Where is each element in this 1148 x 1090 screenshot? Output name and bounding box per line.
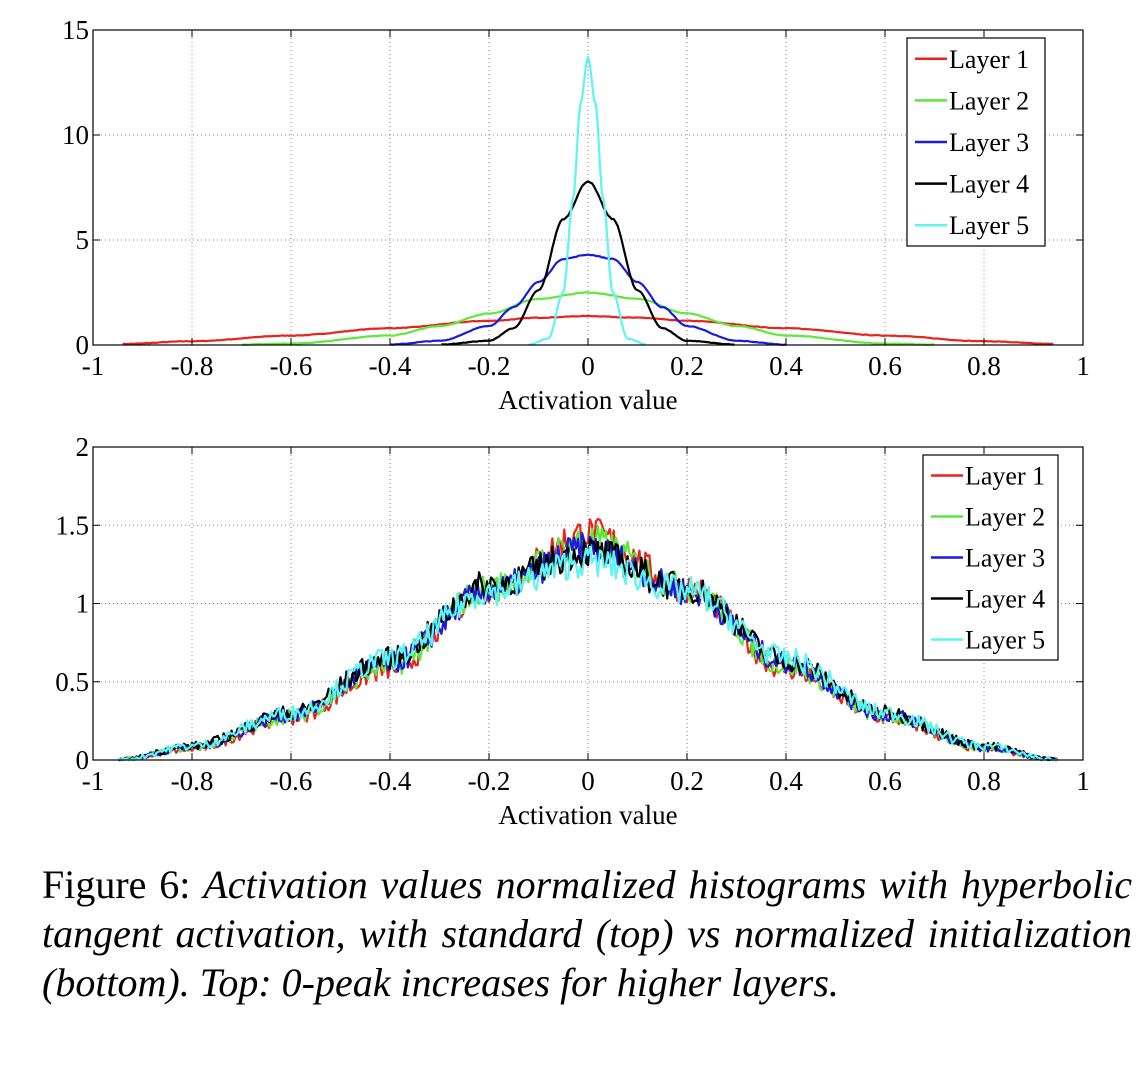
- legend-label-layer-5: Layer 5: [965, 626, 1045, 655]
- series-line-layer-3: [389, 253, 787, 346]
- series-line-layer-4: [441, 180, 735, 346]
- legend-label-layer-3: Layer 3: [965, 544, 1045, 573]
- top-panel: -1 -0.8 -0.6 -0.4 -0.2 0 0.2 0.4 0.6 0.8 1051015Ac…: [62, 15, 1090, 415]
- y-tick-label: 1: [76, 589, 90, 619]
- series-line-layer-4: [118, 538, 1058, 762]
- legend-label-layer-1: Layer 1: [965, 462, 1045, 491]
- y-tick-label: 15: [62, 15, 89, 45]
- y-tick-label: 5: [76, 225, 90, 255]
- y-tick-label: 2: [76, 432, 90, 462]
- bottom-panel: -1 -0.8 -0.6 -0.4 -0.2 0 0.2 0.4 0.6 0.8 1 0 0.5 1 1.5…: [55, 432, 1090, 830]
- legend-label-layer-2: Layer 2: [965, 503, 1045, 532]
- legend-label-layer-1: Layer 1: [949, 45, 1029, 74]
- caption-label: Figure 6:: [42, 862, 191, 907]
- series-line-layer-5: [118, 545, 1058, 762]
- x-tick-label: 0.6: [868, 351, 902, 381]
- x-tick-label: 0.8: [967, 766, 1001, 796]
- series-line-layer-2: [118, 525, 1058, 762]
- x-tick-label: 0: [581, 351, 595, 381]
- x-tick-label: -1: [82, 351, 105, 381]
- series-line-layer-1: [122, 314, 1054, 346]
- legend-label-layer-2: Layer 2: [949, 86, 1029, 115]
- series-line-layer-5: [528, 55, 646, 346]
- x-tick-label: 0.4: [769, 351, 803, 381]
- series-line-layer-2: [241, 291, 935, 346]
- y-tick-label: 10: [62, 120, 89, 150]
- y-tick-label: 0: [76, 330, 90, 360]
- y-tick-label: 0: [76, 745, 90, 775]
- x-tick-label: 0.6: [868, 766, 902, 796]
- x-tick-label: 1: [1076, 766, 1090, 796]
- x-tick-label: -0.2: [468, 351, 511, 381]
- x-tick-label: -1: [82, 766, 105, 796]
- x-tick-label: -0.4: [369, 351, 412, 381]
- x-tick-label: 0.2: [670, 351, 704, 381]
- x-tick-label: -0.8: [171, 766, 214, 796]
- y-tick-label: 1.5: [55, 510, 89, 540]
- x-tick-label: 1: [1076, 351, 1090, 381]
- figure-caption: Figure 6: Activation values normalized h…: [42, 860, 1132, 1007]
- x-tick-label: -0.6: [270, 766, 313, 796]
- x-axis-label: Activation value: [498, 800, 677, 830]
- x-tick-label: 0.8: [967, 351, 1001, 381]
- y-tick-label: 0.5: [55, 667, 89, 697]
- x-tick-label: -0.8: [171, 351, 214, 381]
- x-tick-label: 0.2: [670, 766, 704, 796]
- x-tick-label: -0.2: [468, 766, 511, 796]
- legend: Layer 1 Layer 2 Layer 3 Layer 4 Layer 5: [906, 37, 1046, 247]
- x-tick-label: 0: [581, 766, 595, 796]
- legend-label-layer-4: Layer 4: [949, 170, 1029, 199]
- legend-label-layer-4: Layer 4: [965, 585, 1045, 614]
- legend-label-layer-5: Layer 5: [949, 211, 1029, 240]
- x-axis-label: Activation value: [498, 385, 677, 415]
- caption-text: Activation values normalized histograms …: [42, 862, 1133, 1005]
- x-tick-label: -0.6: [270, 351, 313, 381]
- x-tick-label: 0.4: [769, 766, 803, 796]
- x-tick-label: -0.4: [369, 766, 412, 796]
- legend-label-layer-3: Layer 3: [949, 128, 1029, 157]
- legend: Layer 1 Layer 2 Layer 3 Layer 4 Layer 5: [922, 454, 1059, 661]
